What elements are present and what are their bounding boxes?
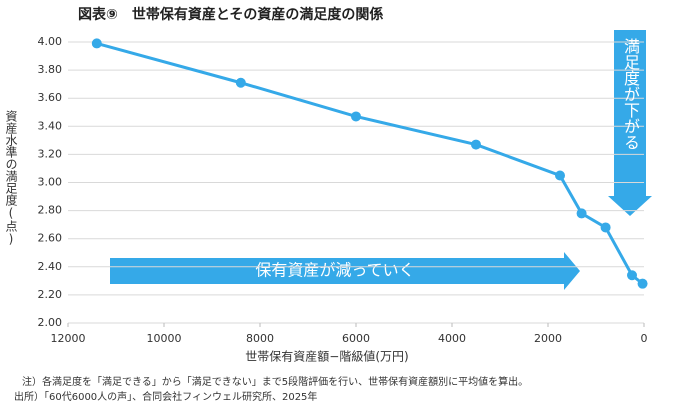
annotation: 保有資産が減っていく (255, 261, 414, 280)
y-tick-label: 3.80 (38, 63, 63, 76)
arrow-down (608, 30, 652, 216)
y-tick-label: 3.40 (38, 119, 63, 132)
y-tick-label: 2.40 (38, 260, 63, 273)
marker (235, 77, 246, 88)
x-tick-label: 2000 (534, 332, 562, 345)
x-tick-label: 8000 (246, 332, 274, 345)
y-tick-label: 2.00 (38, 316, 63, 329)
y-axis-label: 資産水準の満足度(点) (4, 110, 18, 246)
line (96, 41, 644, 285)
marker (555, 170, 565, 181)
annotation: 満足度が下がる (621, 38, 640, 150)
y-tick-label: 2.60 (38, 232, 63, 245)
x-tick-label: 0 (641, 332, 648, 345)
x-tick-label: 10000 (147, 332, 182, 345)
y-tick-label: 3.00 (38, 176, 63, 189)
x-tick-label: 4000 (438, 332, 466, 345)
marker (637, 278, 648, 289)
x-tick-label: 6000 (342, 332, 370, 345)
arrow-right (110, 252, 580, 290)
marker (91, 38, 102, 49)
marker (351, 111, 361, 122)
x-axis-label: 世帯保有資産額−階級値(万円) (245, 349, 408, 364)
y-tick-label: 2.20 (38, 288, 63, 301)
y-tick-label: 2.80 (38, 204, 63, 217)
marker (576, 208, 587, 219)
y-tick-label: 4.00 (38, 35, 63, 48)
chart-title: 図表⑨ 世帯保有資産とその資産の満足度の関係 (78, 6, 383, 23)
marker (627, 270, 637, 281)
y-tick-label: 3.20 (38, 147, 63, 160)
note: 注）各満足度を「満足できる」から「満足できない」まで5段階評価を行い、世帯保有資… (22, 375, 528, 388)
x-tick-label: 12000 (51, 332, 86, 345)
marker (471, 139, 481, 150)
y-tick-label: 3.60 (38, 91, 63, 104)
marker (600, 222, 611, 233)
note: 出所）「60代6000人の声」、合同会社フィンウェル研究所、2025年 (14, 390, 317, 403)
